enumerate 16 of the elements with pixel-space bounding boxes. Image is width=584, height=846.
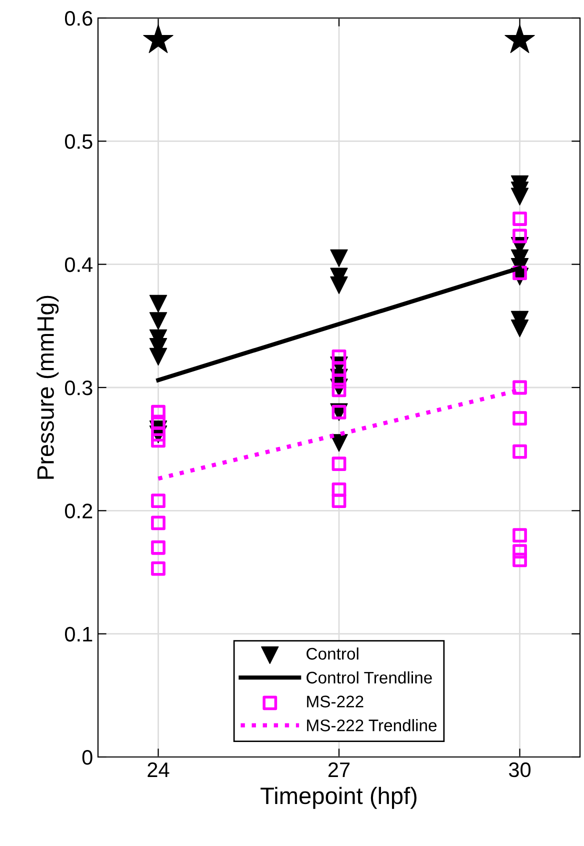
- legend-label: Control Trendline: [306, 671, 432, 684]
- y-tick-label: 0.3: [64, 380, 92, 396]
- x-tick-label: 30: [508, 762, 531, 778]
- y-tick-label: 0.6: [64, 11, 92, 26]
- y-tick-label: 0: [82, 750, 92, 765]
- x-axis-title: Timepoint (hpf): [260, 786, 416, 809]
- y-tick-label: 0.2: [64, 504, 92, 518]
- legend-label: MS-222: [307, 696, 364, 708]
- x-tick-label: 24: [148, 762, 170, 777]
- y-tick-label: 0.1: [64, 626, 92, 642]
- legend-label: MS-222 Trendline: [307, 719, 437, 732]
- y-tick-label: 0.5: [64, 134, 92, 149]
- y-axis-title: Pressure (mmHg): [36, 296, 59, 479]
- y-tick-label: 0.4: [64, 257, 93, 272]
- x-tick-label: 27: [328, 762, 350, 777]
- legend-label: Control: [306, 647, 358, 660]
